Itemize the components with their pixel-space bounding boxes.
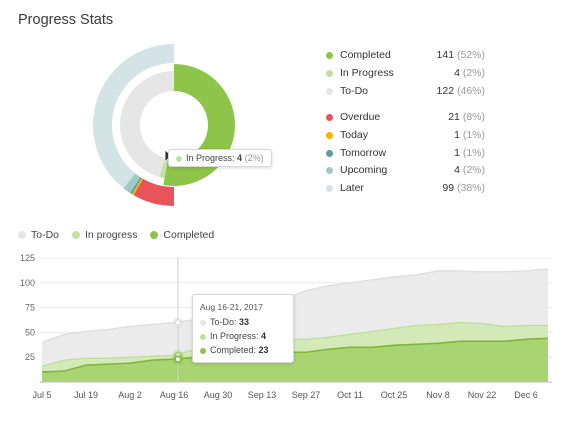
area-tooltip-label: In Progress: xyxy=(210,331,259,341)
line-to-do xyxy=(41,268,549,343)
legend-label: Today xyxy=(340,128,369,141)
legend-label: Completed xyxy=(340,49,391,61)
legend-value: 1 (1%) xyxy=(454,128,485,141)
hover-marker xyxy=(174,318,182,326)
legend-label: To-Do xyxy=(340,84,369,97)
to-do-dot-icon xyxy=(326,87,333,95)
line-completed xyxy=(41,337,549,373)
status-slice-to-do[interactable] xyxy=(120,71,174,178)
legend-value: 21 (8%) xyxy=(448,111,485,123)
completed-dot-icon xyxy=(150,231,159,239)
area-tooltip-value: 4 xyxy=(261,331,267,341)
due-legend-row-upcoming[interactable]: Upcoming 4 (2%) xyxy=(326,164,485,178)
in-progress-dot-icon xyxy=(326,69,333,77)
due-slice-tomorrow[interactable] xyxy=(130,177,142,195)
legend-value: 141 (52%) xyxy=(436,49,485,61)
legend-value: 4 (2%) xyxy=(454,164,485,177)
legend-label: In Progress xyxy=(340,66,394,79)
area-tooltip-row-in-progress: In Progress: 4 xyxy=(200,329,286,343)
legend-label: Tomorrow xyxy=(340,146,387,159)
page-title: Progress Stats xyxy=(18,12,114,28)
area-completed[interactable] xyxy=(42,338,548,382)
x-tick-label: Sep 27 xyxy=(292,390,321,400)
today-dot-icon xyxy=(326,131,333,139)
legend-in-progress[interactable]: In progress xyxy=(71,229,138,241)
line-in-progress xyxy=(41,321,548,367)
due-legend-row-overdue[interactable]: Overdue 21 (8%) xyxy=(326,111,485,125)
x-tick-label: Sep 13 xyxy=(248,390,277,400)
legend-label: Upcoming xyxy=(340,164,388,177)
due-slice-upcoming[interactable] xyxy=(123,173,141,194)
y-tick-label: 25 xyxy=(25,352,35,362)
due-legend-row-later[interactable]: Later 99 (38%) xyxy=(326,182,485,196)
donut-tooltip-label: In Progress: xyxy=(186,153,235,163)
in-progress-dot-icon xyxy=(71,231,80,239)
y-tick-label: 125 xyxy=(20,253,35,263)
x-tick-label: Jul 19 xyxy=(74,390,98,400)
legend-in-progress-label: In progress xyxy=(84,229,138,241)
legend-completed-label: Completed xyxy=(163,229,215,241)
due-slice-overdue[interactable] xyxy=(133,178,175,206)
upcoming-dot-icon xyxy=(326,167,333,175)
area-tooltip-row-todo: To-Do: 33 xyxy=(200,315,286,329)
x-tick-label: Aug 30 xyxy=(204,390,233,400)
donut-tooltip-pct: (2%) xyxy=(244,153,264,163)
donut-tooltip: In Progress: 4 (2%) xyxy=(168,149,272,167)
area-tooltip-header: Aug 16-21, 2017 xyxy=(200,302,263,312)
due-legend-row-today[interactable]: Today 1 (1%) xyxy=(326,129,485,143)
status-slice-in-progress[interactable] xyxy=(159,157,169,179)
area-tooltip-value: 23 xyxy=(258,345,269,355)
legend-value: 99 (38%) xyxy=(442,182,485,195)
x-tick-label: Aug 16 xyxy=(160,390,189,400)
hover-marker xyxy=(174,355,182,363)
legend-value: 122 (46%) xyxy=(436,84,485,97)
later-dot-icon xyxy=(326,185,333,193)
area-tooltip-label: Completed: xyxy=(210,345,257,355)
in-progress-dot-icon xyxy=(200,333,206,340)
series-legend: To-Do In progress Completed xyxy=(18,229,224,241)
area-tooltip-row-completed: Completed: 23 xyxy=(200,343,286,357)
legend-label: Overdue xyxy=(340,111,381,123)
area-tooltip-value: 33 xyxy=(239,317,250,327)
x-tick-label: Oct 11 xyxy=(337,390,363,400)
completed-dot-icon xyxy=(200,347,206,354)
area-tooltip: Aug 16-21, 2017 To-Do: 33 In Progress: 4… xyxy=(192,294,294,363)
legend-label: Later xyxy=(340,182,364,195)
legend-value: 1 (1%) xyxy=(454,146,485,159)
due-legend-row-tomorrow[interactable]: Tomorrow 1 (1%) xyxy=(326,147,485,161)
x-tick-label: Nov 8 xyxy=(426,390,450,400)
x-tick-label: Nov 22 xyxy=(468,390,497,400)
legend-todo[interactable]: To-Do xyxy=(18,229,59,241)
x-tick-label: Oct 25 xyxy=(381,390,408,400)
y-tick-label: 100 xyxy=(20,278,35,288)
x-tick-label: Dec 6 xyxy=(514,390,538,400)
tomorrow-dot-icon xyxy=(326,149,333,157)
todo-dot-icon xyxy=(200,319,206,326)
status-legend-row-to-do[interactable]: To-Do 122 (46%) xyxy=(326,85,485,99)
completed-dot-icon xyxy=(326,52,333,59)
in-progress-dot-icon xyxy=(176,155,182,162)
y-tick-label: 50 xyxy=(25,327,35,337)
x-tick-label: Aug 2 xyxy=(118,390,142,400)
area-tooltip-label: To-Do: xyxy=(210,317,237,327)
overdue-dot-icon xyxy=(326,114,333,121)
due-slice-later[interactable] xyxy=(92,43,174,189)
y-tick-label: 75 xyxy=(25,303,35,313)
status-legend-row-completed[interactable]: Completed 141 (52%) xyxy=(326,49,485,63)
legend-todo-label: To-Do xyxy=(31,229,60,241)
due-slice-today[interactable] xyxy=(131,177,143,196)
todo-dot-icon xyxy=(18,231,26,239)
legend-value: 4 (2%) xyxy=(454,66,485,79)
status-legend-row-in-progress[interactable]: In Progress 4 (2%) xyxy=(326,67,485,81)
legend-completed[interactable]: Completed xyxy=(150,229,214,241)
donut-tooltip-value: 4 xyxy=(237,153,243,163)
x-tick-label: Jul 5 xyxy=(32,390,51,400)
